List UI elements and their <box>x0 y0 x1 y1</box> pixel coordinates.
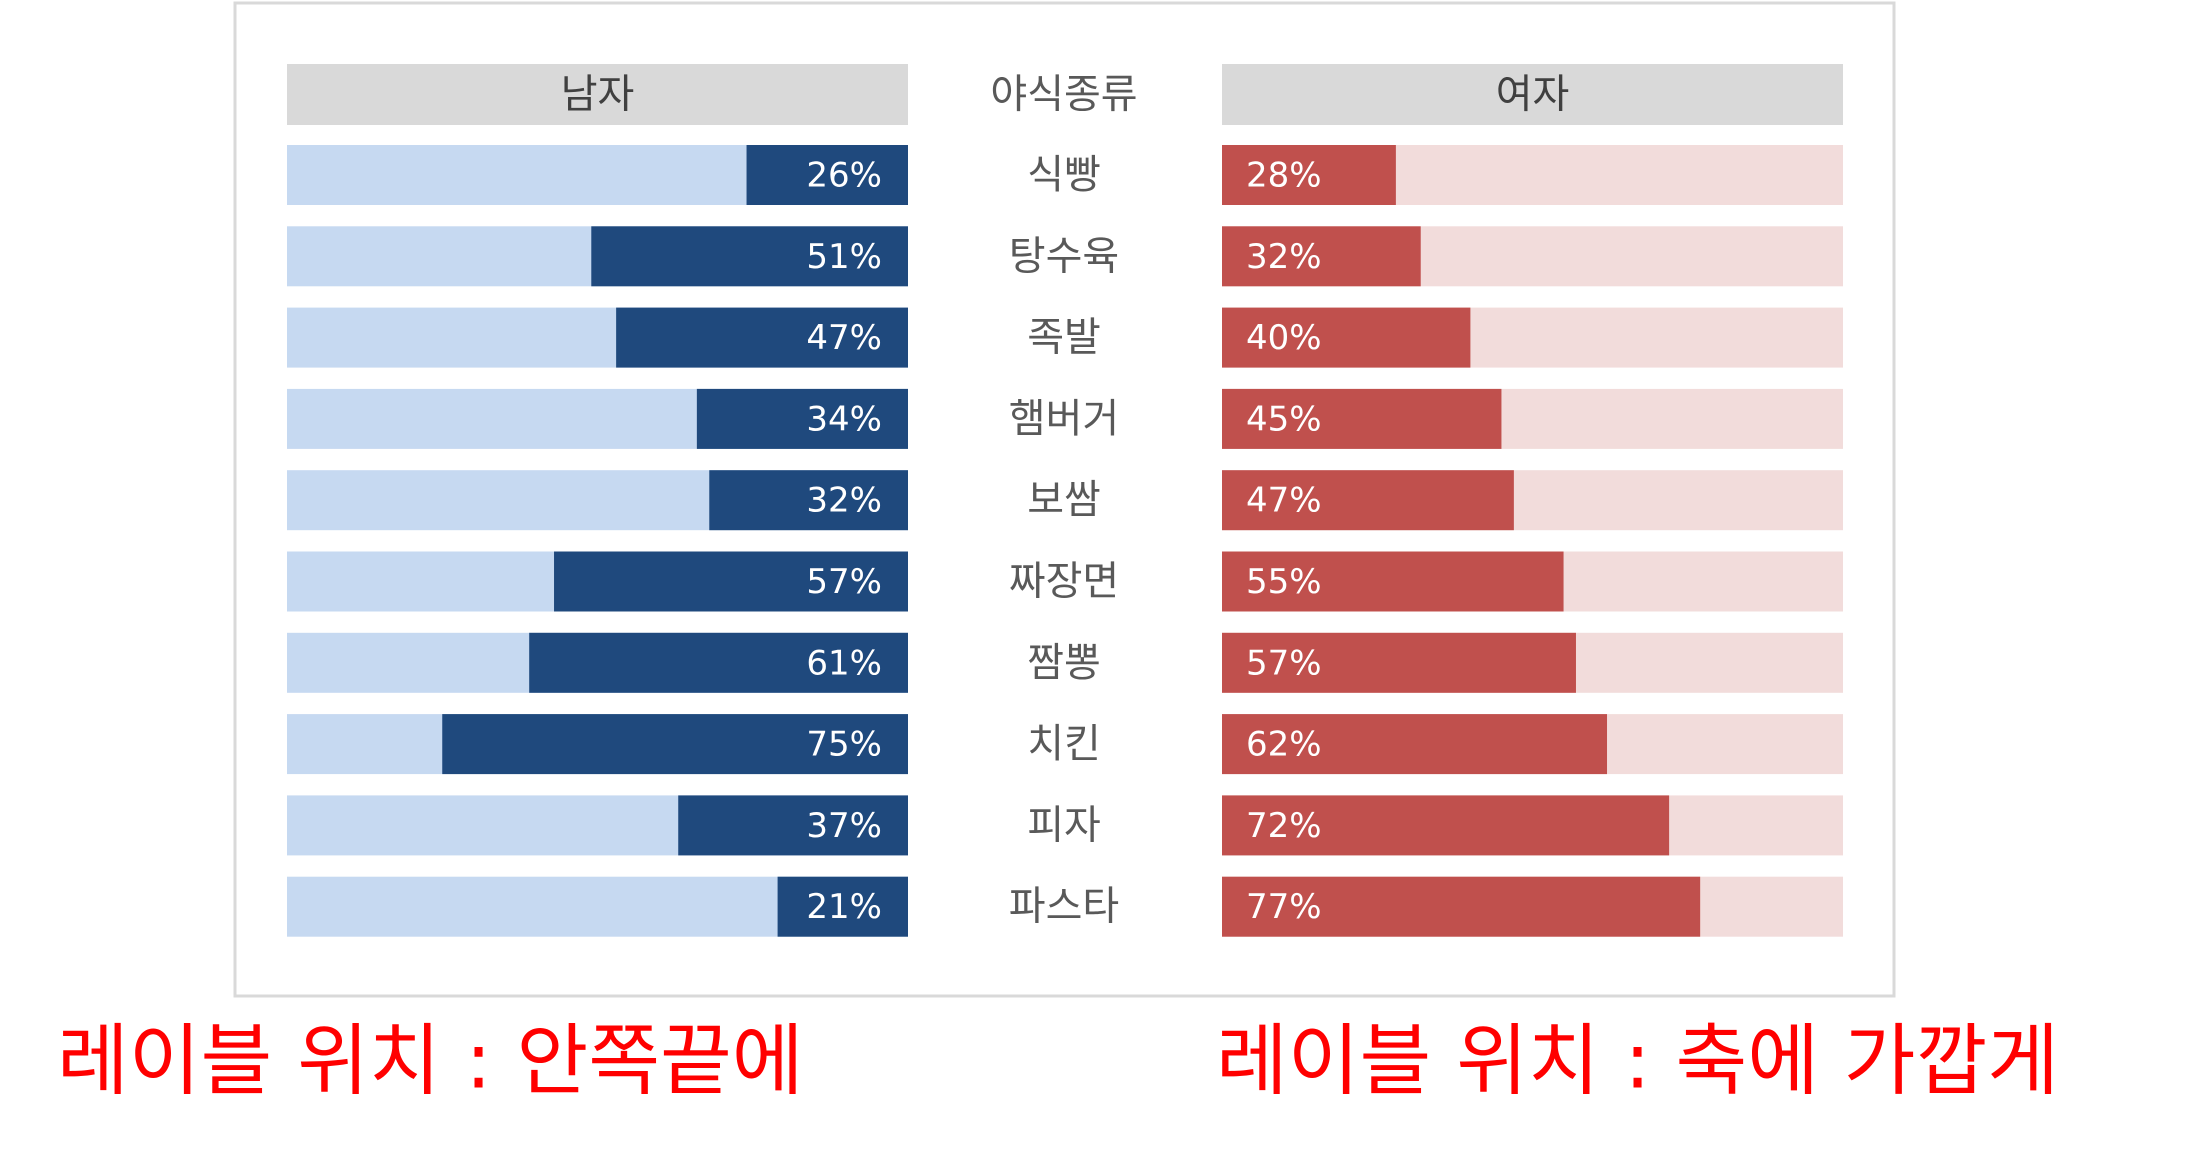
bar <box>591 226 908 287</box>
data-label: 47% <box>806 318 882 358</box>
data-label: 45% <box>1246 399 1322 439</box>
bar <box>1222 145 1396 205</box>
data-label: 75% <box>806 725 882 765</box>
bar <box>1222 470 1514 531</box>
data-label: 40% <box>1246 318 1322 358</box>
bar <box>616 307 908 368</box>
data-label: 77% <box>1246 887 1322 927</box>
data-label: 32% <box>1246 237 1322 277</box>
data-label: 37% <box>806 806 882 846</box>
bar <box>1222 714 1608 775</box>
annotation: 레이블 위치 : 안쪽끝에 <box>57 1016 804 1106</box>
category-label: 짜장면 <box>1009 559 1119 605</box>
data-label: 28% <box>1246 156 1322 196</box>
bar <box>1222 226 1421 287</box>
data-label: 21% <box>806 887 882 927</box>
category-label: 피자 <box>1027 802 1101 848</box>
bar <box>777 876 908 937</box>
category-label: 탕수육 <box>1009 233 1119 279</box>
bar <box>442 714 908 775</box>
category-label: 파스타 <box>1009 884 1119 930</box>
header-background <box>1222 64 1843 125</box>
data-label: 34% <box>806 399 882 439</box>
data-label: 32% <box>806 481 882 521</box>
category-label: 햄버거 <box>1009 396 1119 442</box>
bar <box>709 470 908 531</box>
bar <box>1222 632 1576 693</box>
category-label: 족발 <box>1027 315 1101 361</box>
series-header: 여자 <box>1496 72 1570 118</box>
data-label: 26% <box>806 156 882 196</box>
data-label: 57% <box>1246 643 1322 683</box>
bar <box>1222 876 1701 937</box>
category-label: 보쌈 <box>1027 477 1101 523</box>
series-header: 남자 <box>561 72 635 118</box>
bar <box>1222 551 1564 612</box>
data-label: 51% <box>806 237 882 277</box>
annotation: 레이블 위치 : 축에 가깝게 <box>1216 1016 2059 1106</box>
category-label: 짬뽕 <box>1027 640 1101 686</box>
data-label: 61% <box>806 643 882 683</box>
data-label: 47% <box>1246 481 1322 521</box>
bar <box>529 632 908 693</box>
bar <box>1222 307 1471 368</box>
bar <box>678 795 908 856</box>
category-header: 야식종류 <box>990 72 1137 118</box>
category-label: 치킨 <box>1027 721 1101 767</box>
bar <box>746 145 908 205</box>
bar <box>1222 388 1502 449</box>
data-label: 57% <box>806 562 882 602</box>
data-label: 55% <box>1246 562 1322 602</box>
bar <box>1222 795 1670 856</box>
header-background <box>287 64 908 125</box>
bar <box>696 388 908 449</box>
bar <box>554 551 908 612</box>
data-label: 72% <box>1246 806 1322 846</box>
data-label: 62% <box>1246 725 1322 765</box>
category-label: 식빵 <box>1027 152 1101 198</box>
